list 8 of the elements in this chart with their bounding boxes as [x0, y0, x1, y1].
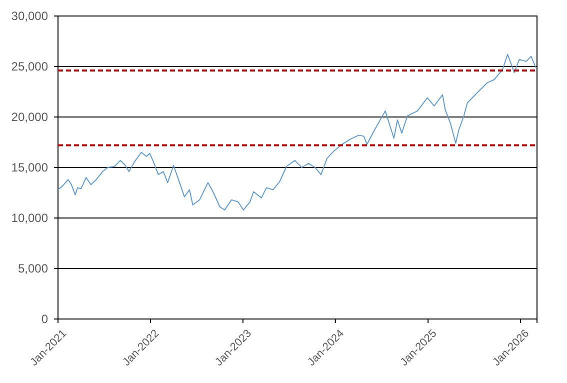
y-tick-label: 15,000 — [11, 160, 48, 174]
y-tick-label: 30,000 — [11, 8, 48, 23]
line-series — [58, 54, 536, 210]
y-tick-label: 20,000 — [11, 110, 48, 124]
y-tick-label: 10,000 — [11, 210, 48, 225]
y-tick-label: 25,000 — [11, 59, 48, 74]
y-tick-label: 0 — [41, 312, 48, 326]
y-tick-label: 5,000 — [18, 261, 48, 276]
